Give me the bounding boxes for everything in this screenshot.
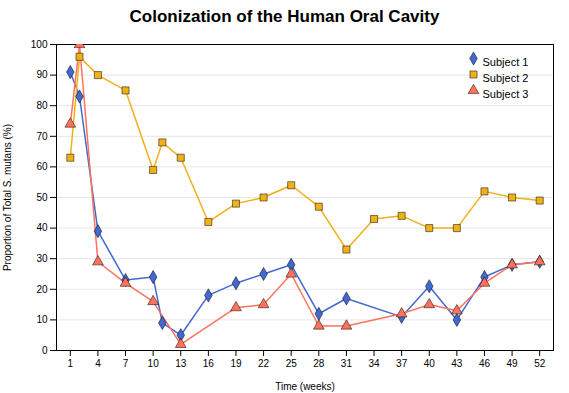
svg-text:1: 1 <box>68 358 74 369</box>
svg-text:40: 40 <box>424 358 436 369</box>
svg-text:Time (weeks): Time (weeks) <box>275 381 335 392</box>
svg-text:34: 34 <box>368 358 380 369</box>
svg-text:46: 46 <box>479 358 491 369</box>
svg-text:90: 90 <box>36 69 48 80</box>
svg-text:100: 100 <box>31 39 48 50</box>
svg-text:60: 60 <box>36 161 48 172</box>
svg-text:20: 20 <box>36 284 48 295</box>
svg-text:80: 80 <box>36 100 48 111</box>
svg-text:0: 0 <box>42 345 48 356</box>
svg-text:30: 30 <box>36 253 48 264</box>
svg-text:13: 13 <box>175 358 187 369</box>
svg-text:43: 43 <box>451 358 463 369</box>
svg-text:49: 49 <box>507 358 519 369</box>
svg-text:19: 19 <box>230 358 242 369</box>
svg-text:37: 37 <box>396 358 408 369</box>
svg-text:Subject 1: Subject 1 <box>483 56 529 68</box>
svg-text:70: 70 <box>36 131 48 142</box>
svg-text:7: 7 <box>123 358 129 369</box>
svg-text:22: 22 <box>258 358 270 369</box>
svg-text:10: 10 <box>148 358 160 369</box>
svg-text:28: 28 <box>313 358 325 369</box>
svg-text:10: 10 <box>36 314 48 325</box>
svg-text:Subject 3: Subject 3 <box>483 88 529 100</box>
svg-text:16: 16 <box>203 358 215 369</box>
svg-text:Subject 2: Subject 2 <box>483 72 529 84</box>
html-text:Colonization of the Human Oral: Colonization of the Human Oral Cavity <box>129 7 440 26</box>
svg-text:4: 4 <box>95 358 101 369</box>
svg-text:52: 52 <box>534 358 546 369</box>
svg-text:31: 31 <box>341 358 353 369</box>
svg-text:50: 50 <box>36 192 48 203</box>
svg-text:25: 25 <box>286 358 298 369</box>
svg-text:Proportion of Total S. mutans: Proportion of Total S. mutans (%) <box>2 124 13 271</box>
svg-text:40: 40 <box>36 222 48 233</box>
